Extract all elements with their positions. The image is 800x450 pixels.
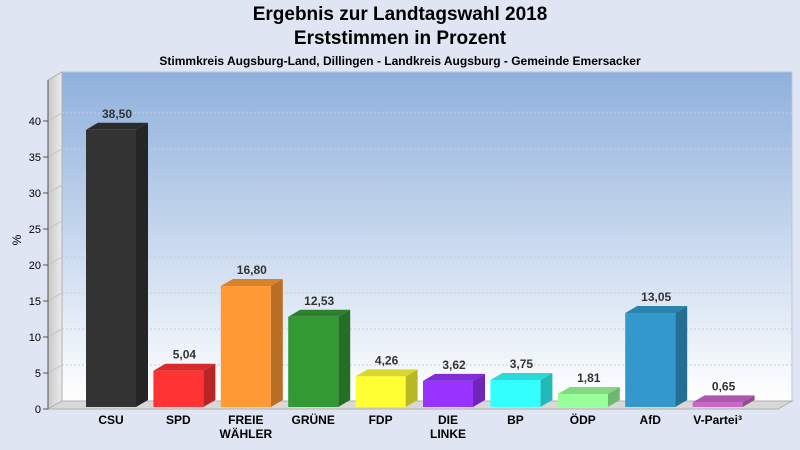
value-label: 16,80: [237, 263, 267, 277]
category-label: DIE: [438, 413, 458, 427]
value-label: 1,81: [577, 371, 601, 385]
gridline-wall: [47, 364, 63, 374]
value-label: 12,53: [304, 294, 334, 308]
category-label: BP: [507, 413, 524, 427]
bar-side: [540, 373, 553, 407]
y-tick-label: 15: [29, 296, 41, 308]
bar-front: [153, 370, 204, 407]
value-label: 38,50: [102, 107, 132, 121]
bar-ödp: [557, 386, 620, 407]
bar-top: [288, 309, 351, 317]
bar-side: [405, 369, 418, 407]
gridline-wall: [47, 292, 63, 302]
category-label: CSU: [98, 413, 123, 427]
y-tick-label: 10: [29, 332, 41, 344]
y-tick-label: 20: [29, 260, 41, 272]
category-label: FREIE: [228, 413, 263, 427]
bar-front: [355, 376, 406, 407]
bar-side: [270, 279, 283, 407]
bar-die-linke: [423, 373, 485, 407]
gridline-wall: [47, 184, 63, 194]
bar-top: [692, 395, 755, 403]
chart-subtitle: Erststimmen in Prozent: [293, 28, 507, 49]
y-tick-label: 40: [29, 116, 41, 128]
gridline-wall: [47, 112, 63, 122]
gridline-wall: [47, 220, 63, 230]
bar-side: [203, 363, 216, 407]
bar-side: [338, 309, 351, 407]
category-label: V-Partei³: [693, 413, 742, 427]
bar-front: [220, 286, 271, 407]
bar-top: [423, 373, 485, 381]
bar-front: [625, 313, 676, 407]
category-label: FDP: [369, 413, 393, 427]
value-label: 5,04: [173, 348, 197, 362]
category-label: WÄHLER: [219, 426, 272, 441]
gridline-wall: [47, 148, 63, 158]
bar-side: [473, 373, 485, 407]
bar-top: [625, 306, 688, 314]
chart-region-subtitle: Stimmkreis Augsburg-Land, Dillingen - La…: [159, 54, 641, 68]
bar-side: [607, 386, 620, 407]
bar-side: [136, 122, 148, 408]
category-label: LINKE: [430, 427, 466, 441]
bar-front: [86, 129, 136, 408]
bar-top: [557, 386, 620, 394]
bar-freie-wähler: [220, 279, 283, 407]
y-tick-label: 30: [29, 188, 41, 200]
bar-top: [355, 369, 418, 377]
category-label: GRÜNE: [292, 412, 335, 427]
gridline-wall: [47, 256, 63, 266]
bar-top: [490, 373, 553, 380]
left-wall: [47, 71, 63, 410]
bar-front: [557, 393, 608, 407]
category-label: ÖDP: [570, 412, 596, 427]
bar-front: [490, 380, 541, 407]
bar-grüne: [288, 309, 351, 407]
y-tick-label: 35: [29, 152, 41, 164]
bar-afd: [625, 306, 688, 407]
y-tick-label: 0: [35, 404, 41, 416]
bar-front: [423, 380, 473, 407]
bar-front: [288, 316, 339, 407]
y-tick-label: 5: [35, 368, 41, 380]
bar-side: [675, 306, 688, 407]
bar-csu: [86, 122, 148, 408]
bar-top: [220, 279, 283, 287]
category-label: SPD: [166, 413, 191, 427]
bar-bp: [490, 373, 553, 407]
value-label: 0,65: [712, 379, 736, 393]
value-label: 4,26: [375, 353, 399, 367]
value-label: 3,62: [442, 358, 466, 372]
category-label: AfD: [640, 413, 662, 427]
value-label: 3,75: [510, 357, 534, 371]
bar-top: [153, 363, 216, 371]
bar-fdp: [355, 369, 418, 407]
bar-front: [692, 402, 743, 407]
bar-v-partei³: [692, 395, 755, 407]
y-tick-label: 25: [29, 224, 41, 236]
bar-spd: [153, 363, 216, 407]
y-axis-label: %: [10, 234, 24, 245]
chart-title: Ergebnis zur Landtagswahl 2018: [252, 4, 548, 25]
bar-top: [86, 122, 148, 130]
bar-side: [742, 395, 755, 407]
gridline-wall: [47, 328, 63, 338]
value-label: 13,05: [641, 290, 671, 304]
